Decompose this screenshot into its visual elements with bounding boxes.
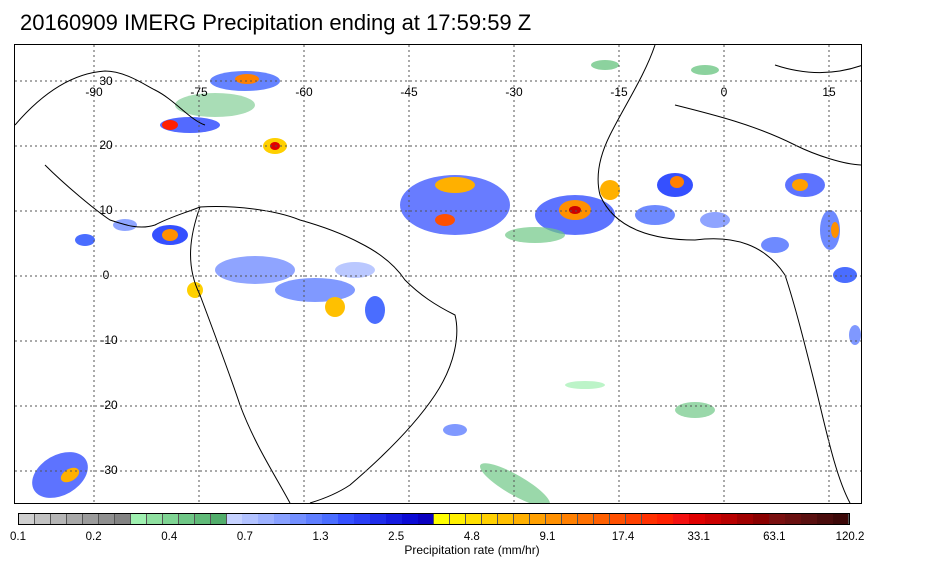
colorbar-swatch <box>673 514 690 524</box>
colorbar-swatch <box>513 514 531 524</box>
colorbar-swatch <box>130 514 148 524</box>
coastlines <box>15 45 861 503</box>
colorbar-swatch <box>481 514 499 524</box>
colorbar-tick-label: 4.8 <box>463 531 480 543</box>
colorbar-tick-label: 120.2 <box>835 531 865 543</box>
colorbar-swatch <box>50 514 68 524</box>
lat-label: 0 <box>103 268 110 282</box>
colorbar-swatch <box>753 514 770 524</box>
colorbar-swatch <box>242 514 259 524</box>
colorbar-swatch <box>561 514 579 524</box>
lon-label: -30 <box>505 85 523 99</box>
lat-label: 20 <box>99 138 113 152</box>
colorbar-swatch <box>226 514 243 524</box>
lon-label: -60 <box>295 85 313 99</box>
colorbar-swatch <box>322 514 339 524</box>
colorbar-swatch <box>354 514 371 524</box>
colorbar-swatch <box>98 514 116 524</box>
colorbar-tick-label: 0.7 <box>236 531 253 543</box>
colorbar-swatch <box>817 514 834 524</box>
colorbar-swatch <box>785 514 802 524</box>
colorbar-swatch <box>529 514 547 524</box>
colorbar-swatch <box>609 514 627 524</box>
colorbar-swatch <box>178 514 196 524</box>
colorbar-swatch <box>737 514 754 524</box>
colorbar-swatch <box>593 514 611 524</box>
colorbar-swatch <box>210 514 227 524</box>
colorbar-swatch <box>290 514 307 524</box>
colorbar-tick-label: 17.4 <box>611 531 635 543</box>
colorbar-tick-label: 2.5 <box>388 531 405 543</box>
longitude-labels: -90 -75 -60 -45 -30 -15 0 15 <box>85 85 836 99</box>
colorbar-swatch <box>577 514 595 524</box>
precipitation-field <box>32 60 861 503</box>
colorbar-tick-label: 0.2 <box>85 531 102 543</box>
colorbar-tick-label: 63.1 <box>763 531 786 543</box>
colorbar-swatch <box>465 514 483 524</box>
lon-label: 0 <box>721 85 728 99</box>
lon-label: -90 <box>85 85 103 99</box>
colorbar-swatch <box>258 514 275 524</box>
colorbar-swatch <box>641 514 658 524</box>
colorbar-swatch <box>769 514 786 524</box>
colorbar-swatch <box>705 514 722 524</box>
colorbar-swatch <box>625 514 642 524</box>
latitude-labels: 30 20 10 0 -10 -20 -30 <box>99 74 118 477</box>
lon-label: -15 <box>610 85 628 99</box>
colorbar-tick-label: 9.1 <box>539 531 556 543</box>
colorbar-swatch <box>146 514 164 524</box>
colorbar-swatch <box>434 514 451 524</box>
colorbar-swatch <box>162 514 180 524</box>
colorbar-tick-label: 0.4 <box>161 531 178 543</box>
lat-label: 30 <box>99 74 113 88</box>
graticule <box>15 45 861 503</box>
colorbar-swatch <box>657 514 674 524</box>
colorbar-swatch <box>386 514 403 524</box>
colorbar-tick-label: 0.1 <box>10 531 26 543</box>
colorbar-tick-label: 33.1 <box>687 531 710 543</box>
lat-label: -10 <box>100 333 118 347</box>
lat-label: -20 <box>100 398 118 412</box>
colorbar-swatch <box>66 514 84 524</box>
colorbar <box>18 513 850 525</box>
colorbar-swatch <box>34 514 52 524</box>
colorbar-swatch <box>418 514 435 524</box>
colorbar-swatch <box>449 514 467 524</box>
colorbar-swatch <box>370 514 387 524</box>
colorbar-swatch <box>306 514 323 524</box>
colorbar-swatch <box>19 514 36 524</box>
precipitation-map: -90 -75 -60 -45 -30 -15 0 15 30 20 10 0 … <box>14 44 862 504</box>
lat-label: -30 <box>100 463 118 477</box>
colorbar-swatch <box>194 514 212 524</box>
lon-label: -45 <box>400 85 418 99</box>
colorbar-swatch <box>402 514 419 524</box>
colorbar-title: Precipitation rate (mm/hr) <box>404 543 540 557</box>
map-title: 20160909 IMERG Precipitation ending at 1… <box>20 10 532 35</box>
lon-label: 15 <box>822 85 836 99</box>
colorbar-swatch <box>801 514 818 524</box>
colorbar-swatch <box>274 514 291 524</box>
colorbar-swatch <box>114 514 132 524</box>
map-canvas: -90 -75 -60 -45 -30 -15 0 15 30 20 10 0 … <box>15 45 861 503</box>
lon-label: -75 <box>190 85 208 99</box>
colorbar-swatch <box>545 514 563 524</box>
colorbar-swatch <box>82 514 100 524</box>
colorbar-swatch <box>497 514 515 524</box>
colorbar-swatch <box>689 514 706 524</box>
colorbar-swatch <box>833 514 850 524</box>
lat-label: 10 <box>99 203 113 217</box>
colorbar-swatch <box>721 514 738 524</box>
colorbar-swatch <box>338 514 355 524</box>
colorbar-tick-label: 1.3 <box>312 531 329 543</box>
